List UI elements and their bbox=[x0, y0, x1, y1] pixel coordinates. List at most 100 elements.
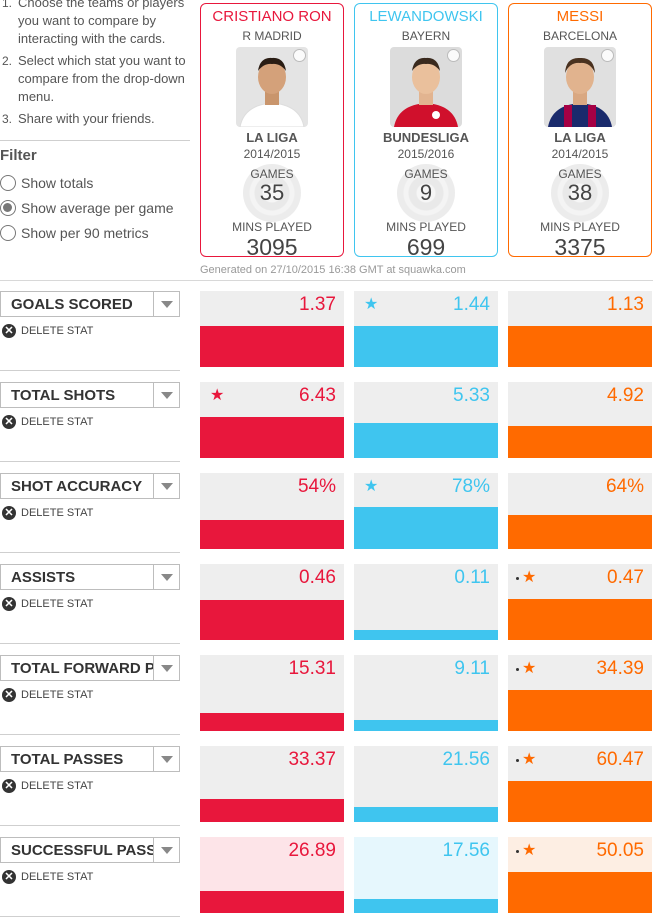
games-label: GAMES bbox=[404, 167, 448, 181]
stat-row: SHOT ACCURACY ✕ DELETE STAT 54% 78% ★ 64% bbox=[0, 463, 653, 554]
stat-value: 26.89 bbox=[288, 840, 336, 861]
instruction-text: Select which stat you want to compare fr… bbox=[18, 53, 186, 104]
games-block: GAMES 38 bbox=[509, 162, 651, 222]
stat-dropdown-label: TOTAL FORWARD PASSES bbox=[11, 660, 153, 677]
instruction-number: 2. bbox=[2, 54, 13, 68]
stat-value: 1.44 bbox=[453, 294, 490, 315]
divider bbox=[0, 140, 190, 141]
stat-value-cell: 26.89 bbox=[200, 837, 344, 913]
instruction-item: 2. Select which stat you want to compare … bbox=[0, 52, 190, 106]
stat-value: 54% bbox=[297, 476, 336, 497]
stat-dropdown-label: ASSISTS bbox=[11, 569, 76, 586]
filter-option-totals[interactable]: Show totals bbox=[0, 170, 195, 195]
instruction-number: 3. bbox=[2, 112, 13, 126]
swap-player-icon[interactable] bbox=[447, 49, 460, 62]
player-season: 2015/2016 bbox=[397, 147, 455, 161]
stat-dropdown-label: SUCCESSFUL PASSES bbox=[11, 842, 153, 859]
mins-value: 699 bbox=[406, 234, 446, 257]
player-name: CRISTIANO RON bbox=[212, 8, 332, 25]
swap-player-icon[interactable] bbox=[293, 49, 306, 62]
stat-value-cell: 6.43 ★ bbox=[200, 382, 344, 458]
delete-stat-button[interactable]: ✕ DELETE STAT bbox=[2, 506, 93, 520]
close-circle-icon: ✕ bbox=[2, 870, 16, 884]
best-star-icon: ★ bbox=[522, 569, 537, 586]
best-star-icon: ★ bbox=[522, 660, 537, 677]
filter-option-label: Show per 90 metrics bbox=[21, 224, 149, 241]
chevron-down-icon[interactable] bbox=[153, 383, 179, 407]
instruction-item: 3. Share with your friends. bbox=[0, 110, 190, 128]
swap-player-icon[interactable] bbox=[601, 49, 614, 62]
games-block: GAMES 35 bbox=[201, 162, 343, 222]
radio-button[interactable] bbox=[0, 174, 16, 191]
stat-value-cell: 17.56 bbox=[354, 837, 498, 913]
divider bbox=[0, 552, 180, 553]
stat-dropdown[interactable]: ASSISTS bbox=[0, 564, 180, 590]
filter-title: Filter bbox=[0, 147, 37, 164]
stat-row: GOALS SCORED ✕ DELETE STAT 1.37 1.44 ★ 1.13 bbox=[0, 281, 653, 372]
player-card-ronaldo[interactable]: CRISTIANO RON R MADRID LA LIGA 2014/2015… bbox=[200, 3, 344, 257]
chevron-down-icon[interactable] bbox=[153, 292, 179, 316]
filter-option-per90[interactable]: Show per 90 metrics bbox=[0, 220, 195, 245]
player-card-messi[interactable]: MESSI BARCELONA LA LIGA 2014/2015 GAMES … bbox=[508, 3, 652, 257]
player-card-lewandowski[interactable]: LEWANDOWSKI BAYERN BUNDESLIGA 2015/2016 … bbox=[354, 3, 498, 257]
dot-icon bbox=[516, 577, 519, 580]
stat-value: 34.39 bbox=[596, 658, 644, 679]
stat-value-cell: 33.37 bbox=[200, 746, 344, 822]
delete-stat-button[interactable]: ✕ DELETE STAT bbox=[2, 415, 93, 429]
mins-label: MINS PLAYED bbox=[386, 220, 466, 234]
stat-bar bbox=[508, 690, 652, 731]
delete-stat-button[interactable]: ✕ DELETE STAT bbox=[2, 597, 93, 611]
mins-value: 3095 bbox=[246, 234, 298, 257]
stat-value: 33.37 bbox=[288, 749, 336, 770]
chevron-down-icon[interactable] bbox=[153, 838, 179, 862]
stat-dropdown[interactable]: TOTAL FORWARD PASSES bbox=[0, 655, 180, 681]
chevron-down-icon[interactable] bbox=[153, 656, 179, 680]
instructions-panel: 1. Choose the teams or players you want t… bbox=[0, 0, 190, 132]
delete-stat-label: DELETE STAT bbox=[21, 507, 94, 519]
stat-value-cell: 4.92 bbox=[508, 382, 652, 458]
stat-value: 15.31 bbox=[288, 658, 336, 679]
player-league: BUNDESLIGA bbox=[383, 130, 469, 145]
best-star-icon: ★ bbox=[522, 751, 537, 768]
chevron-down-icon[interactable] bbox=[153, 747, 179, 771]
player-season: 2014/2015 bbox=[551, 147, 609, 161]
stat-dropdown[interactable]: GOALS SCORED bbox=[0, 291, 180, 317]
delete-stat-button[interactable]: ✕ DELETE STAT bbox=[2, 870, 93, 884]
filter-option-average[interactable]: Show average per game bbox=[0, 195, 195, 220]
player-club: R MADRID bbox=[242, 29, 302, 43]
stat-bar bbox=[200, 799, 344, 822]
stat-row: TOTAL SHOTS ✕ DELETE STAT 6.43 ★ 5.33 4.92 bbox=[0, 372, 653, 463]
radio-button-selected[interactable] bbox=[0, 199, 16, 216]
games-block: GAMES 9 bbox=[355, 162, 497, 222]
stat-dropdown[interactable]: SUCCESSFUL PASSES bbox=[0, 837, 180, 863]
delete-stat-button[interactable]: ✕ DELETE STAT bbox=[2, 779, 93, 793]
chevron-down-icon[interactable] bbox=[153, 565, 179, 589]
stat-dropdown-label: SHOT ACCURACY bbox=[11, 478, 143, 495]
games-value: 35 bbox=[259, 180, 285, 205]
stat-bar bbox=[508, 872, 652, 913]
stat-value: 5.33 bbox=[453, 385, 490, 406]
stat-dropdown[interactable]: SHOT ACCURACY bbox=[0, 473, 180, 499]
stat-bar bbox=[354, 507, 498, 549]
instruction-text: Choose the teams or players you want to … bbox=[18, 0, 185, 46]
stat-value-cell: 60.47 ★ bbox=[508, 746, 652, 822]
stat-bar bbox=[354, 423, 498, 458]
delete-stat-button[interactable]: ✕ DELETE STAT bbox=[2, 688, 93, 702]
chevron-down-icon[interactable] bbox=[153, 474, 179, 498]
dot-icon bbox=[516, 850, 519, 853]
stat-value-cell: 0.47 ★ bbox=[508, 564, 652, 640]
mins-value: 3375 bbox=[554, 234, 606, 257]
stat-value-cell: 15.31 bbox=[200, 655, 344, 731]
stat-bar bbox=[508, 781, 652, 822]
radio-button[interactable] bbox=[0, 224, 16, 241]
player-name: LEWANDOWSKI bbox=[369, 8, 483, 25]
delete-stat-button[interactable]: ✕ DELETE STAT bbox=[2, 324, 93, 338]
stat-row: SUCCESSFUL PASSES ✕ DELETE STAT 26.89 17.56 5… bbox=[0, 827, 653, 918]
stat-dropdown-label: TOTAL SHOTS bbox=[11, 387, 116, 404]
stat-value-cell: 0.46 bbox=[200, 564, 344, 640]
games-value: 9 bbox=[419, 180, 433, 205]
stat-dropdown[interactable]: TOTAL PASSES bbox=[0, 746, 180, 772]
stat-value-cell: 1.13 bbox=[508, 291, 652, 367]
stat-dropdown[interactable]: TOTAL SHOTS bbox=[0, 382, 180, 408]
stat-bar bbox=[508, 326, 652, 367]
